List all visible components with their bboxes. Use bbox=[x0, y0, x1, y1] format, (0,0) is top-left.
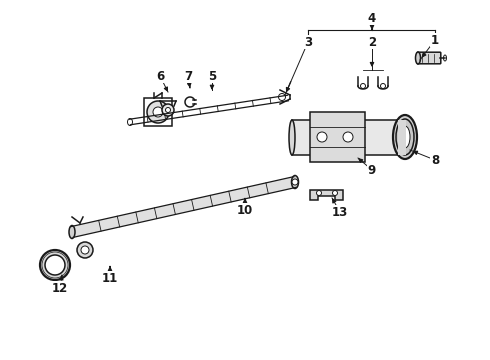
Bar bbox=[292, 120, 398, 155]
Ellipse shape bbox=[400, 126, 410, 148]
Circle shape bbox=[317, 132, 327, 142]
Text: 10: 10 bbox=[237, 203, 253, 216]
Polygon shape bbox=[71, 177, 296, 237]
Text: 6: 6 bbox=[156, 69, 164, 82]
FancyBboxPatch shape bbox=[417, 52, 441, 64]
Text: 1: 1 bbox=[431, 33, 439, 46]
Circle shape bbox=[317, 190, 321, 195]
Text: 11: 11 bbox=[102, 271, 118, 284]
Ellipse shape bbox=[443, 55, 446, 61]
Ellipse shape bbox=[393, 115, 417, 159]
Ellipse shape bbox=[81, 246, 89, 254]
Text: 4: 4 bbox=[368, 12, 376, 24]
Text: 12: 12 bbox=[52, 282, 68, 294]
Circle shape bbox=[162, 104, 174, 116]
Text: 3: 3 bbox=[304, 36, 312, 49]
Circle shape bbox=[333, 190, 338, 195]
Circle shape bbox=[361, 84, 366, 89]
Circle shape bbox=[278, 94, 286, 100]
Circle shape bbox=[381, 84, 386, 89]
Polygon shape bbox=[310, 190, 343, 200]
Ellipse shape bbox=[289, 120, 295, 155]
Text: 8: 8 bbox=[431, 153, 439, 166]
Text: 7: 7 bbox=[184, 69, 192, 82]
Text: 13: 13 bbox=[332, 206, 348, 219]
Bar bbox=[398, 120, 406, 155]
Ellipse shape bbox=[127, 118, 132, 126]
Ellipse shape bbox=[45, 255, 65, 275]
Text: 5: 5 bbox=[208, 69, 216, 82]
FancyBboxPatch shape bbox=[310, 112, 365, 162]
Ellipse shape bbox=[69, 225, 75, 239]
Ellipse shape bbox=[292, 175, 298, 189]
Circle shape bbox=[292, 179, 298, 185]
Ellipse shape bbox=[147, 101, 169, 123]
Ellipse shape bbox=[153, 107, 163, 117]
Circle shape bbox=[343, 132, 353, 142]
Text: 2: 2 bbox=[368, 36, 376, 49]
Text: 9: 9 bbox=[368, 163, 376, 176]
Ellipse shape bbox=[40, 250, 70, 280]
Circle shape bbox=[166, 108, 171, 112]
Ellipse shape bbox=[396, 119, 414, 155]
Ellipse shape bbox=[416, 52, 420, 64]
Ellipse shape bbox=[77, 242, 93, 258]
